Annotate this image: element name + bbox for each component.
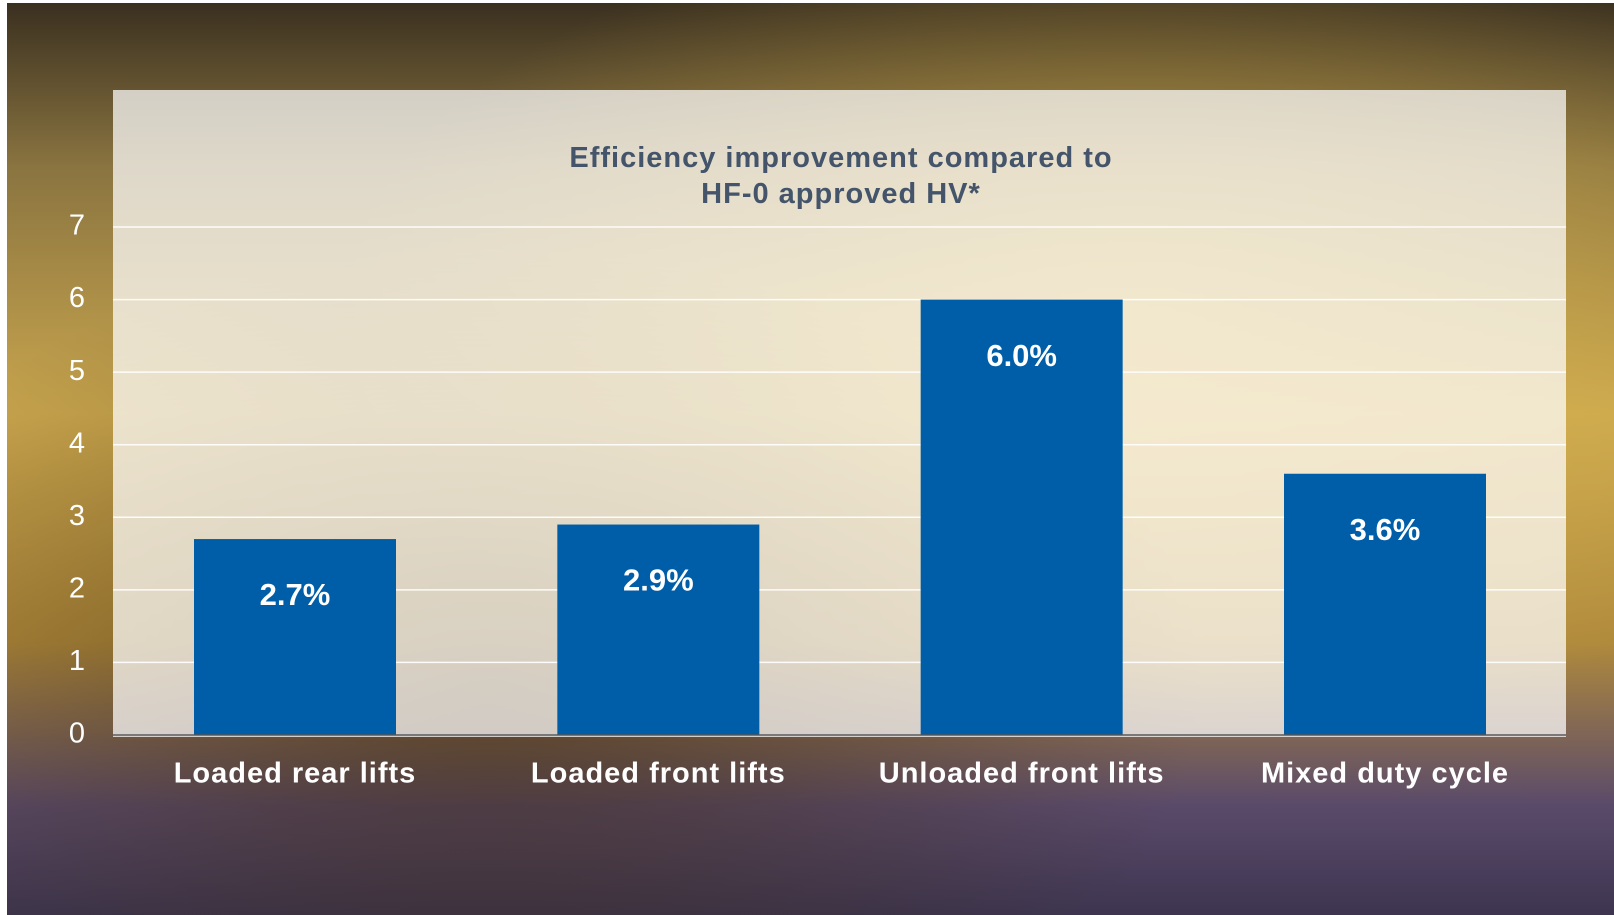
x-tick-label: Mixed duty cycle — [1261, 758, 1509, 790]
page: {"chart_data": {"type": "bar", "title": … — [0, 0, 1614, 915]
y-tick-label: 1 — [69, 645, 85, 677]
x-tick-label: Loaded front lifts — [531, 758, 786, 790]
value-label: 2.7% — [260, 577, 331, 612]
y-tick-label: 0 — [69, 718, 85, 750]
bar — [194, 539, 396, 735]
y-tick-label: 6 — [69, 282, 85, 314]
x-tick-label: Unloaded front lifts — [879, 758, 1165, 790]
value-label: 6.0% — [986, 338, 1057, 373]
y-tick-label: 3 — [69, 500, 85, 532]
chart: 0 1 2 3 4 5 6 7 2.7% Loaded rear lifts 2.9% Loaded … — [0, 0, 1614, 915]
x-tick-label: Loaded rear lifts — [174, 758, 417, 790]
y-tick-label: 2 — [69, 573, 85, 605]
value-label: 3.6% — [1350, 512, 1421, 547]
y-tick-label: 7 — [69, 210, 85, 242]
bar — [557, 525, 759, 735]
chart-title: Efficiency improvement compared to HF-0 … — [541, 140, 1141, 212]
y-tick-label: 5 — [69, 355, 85, 387]
y-tick-label: 4 — [69, 427, 85, 459]
value-label: 2.9% — [623, 563, 694, 598]
